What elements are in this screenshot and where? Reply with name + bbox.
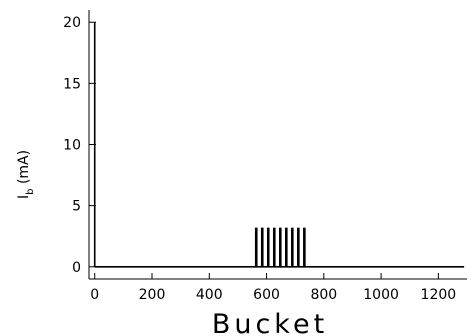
x-tick-label: 600 [253, 287, 280, 303]
y-axis-ticks: 0 5 10 15 20 [63, 15, 96, 276]
x-axis-title: Bucket [212, 309, 328, 336]
x-tick-label: 1000 [363, 287, 399, 303]
y-axis-title: Ib (mA) [16, 150, 36, 199]
y-axis-title-unit: (mA) [16, 150, 32, 189]
y-axis-title-subscript: b [25, 189, 36, 195]
bunch-bars [93, 22, 306, 267]
x-axis-ticks: 0 200 400 600 800 1000 1200 [90, 273, 456, 303]
x-tick-label: 200 [139, 287, 166, 303]
y-tick-label: 15 [63, 76, 81, 92]
plot-frame [88, 10, 467, 280]
y-tick-label: 20 [63, 15, 81, 31]
y-axis-title-main: I [16, 195, 32, 199]
y-tick-label: 10 [63, 138, 81, 154]
y-tick-label: 0 [72, 260, 81, 276]
y-tick-label: 5 [72, 199, 81, 215]
x-tick-label: 400 [196, 287, 223, 303]
x-tick-label: 800 [310, 287, 337, 303]
x-tick-label: 1200 [421, 287, 457, 303]
x-tick-label: 0 [90, 287, 99, 303]
